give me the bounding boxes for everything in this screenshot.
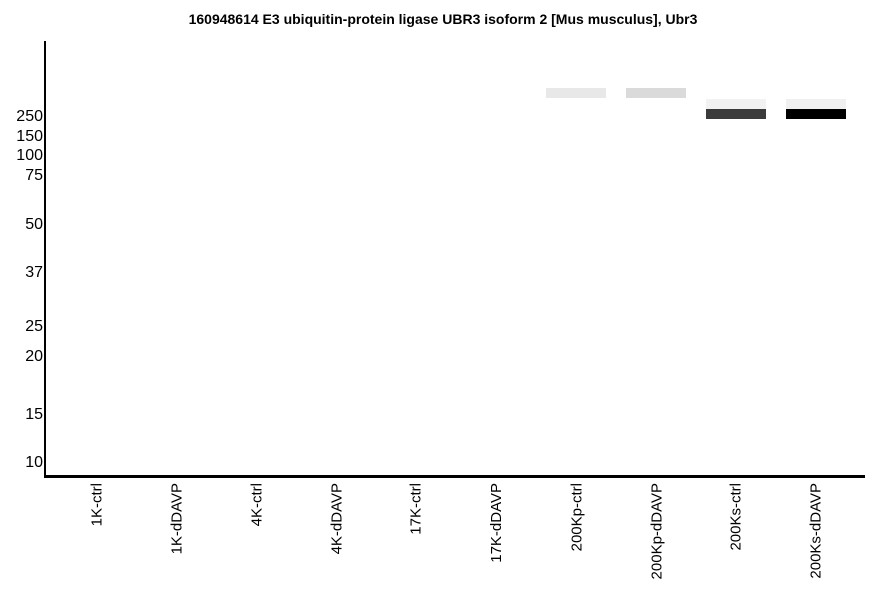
x-lane-label-text: 1K-dDAVP xyxy=(168,483,185,555)
y-tick-label-20: 20 xyxy=(25,348,43,365)
y-tick-label-250: 250 xyxy=(16,108,43,125)
blot-band-200Ks-ctrl xyxy=(706,109,766,119)
y-tick-label-75: 75 xyxy=(25,167,43,184)
y-tick-label-150: 150 xyxy=(16,128,43,145)
x-lane-label-text: 4K-dDAVP xyxy=(328,483,345,555)
blot-band-200Ks-dDAVP xyxy=(786,99,846,109)
y-tick-label-15: 15 xyxy=(25,406,43,423)
blot-band-200Ks-dDAVP xyxy=(786,109,846,119)
x-lane-label-text: 17K-ctrl xyxy=(408,483,425,535)
blot-band-200Kp-ctrl xyxy=(546,88,606,98)
x-lane-label-text: 200Ks-ctrl xyxy=(728,483,745,551)
y-tick-label-10: 10 xyxy=(25,454,43,471)
y-tick-label-37: 37 xyxy=(25,264,43,281)
y-tick-label-50: 50 xyxy=(25,216,43,233)
x-lane-label-text: 200Kp-ctrl xyxy=(568,483,585,552)
x-lane-label-text: 200Kp-dDAVP xyxy=(648,483,665,580)
x-lane-label-text: 17K-dDAVP xyxy=(488,483,505,563)
figure-title: 160948614 E3 ubiquitin-protein ligase UB… xyxy=(188,11,698,27)
plot-axes-spines xyxy=(44,41,865,478)
x-lane-label-text: 1K-ctrl xyxy=(88,483,105,527)
blot-band-200Ks-ctrl xyxy=(706,99,766,109)
blot-band-200Kp-dDAVP xyxy=(626,88,686,98)
x-lane-label-text: 4K-ctrl xyxy=(248,483,265,527)
y-tick-label-100: 100 xyxy=(16,147,43,164)
y-tick-label-25: 25 xyxy=(25,318,43,335)
x-lane-label-text: 200Ks-dDAVP xyxy=(808,483,825,579)
